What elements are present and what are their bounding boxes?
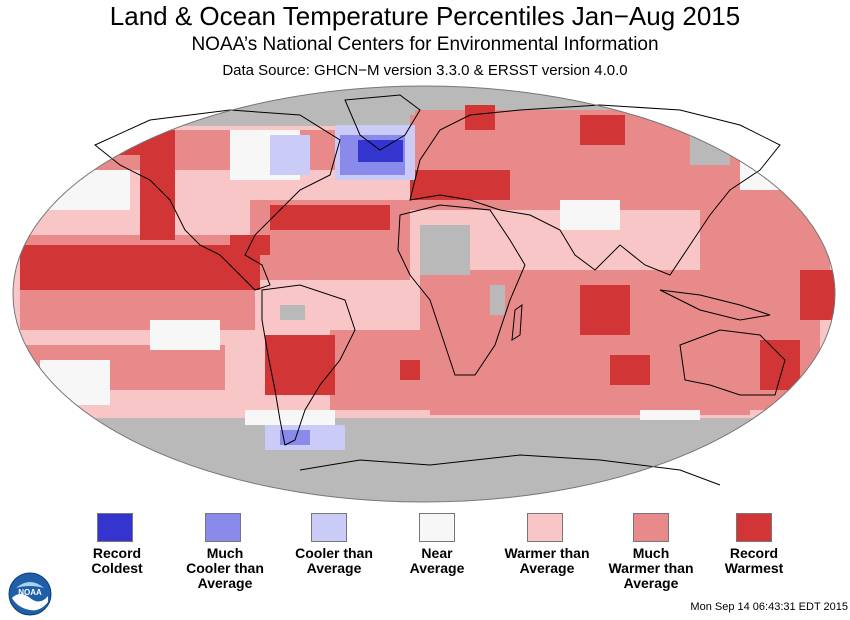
percentile-grid [13,86,835,502]
record-gulf-stream [270,205,390,230]
record-east-indian [760,340,800,390]
record-west-coast-na [140,130,175,240]
missing-greenland [355,90,415,115]
legend-label-much-warmer: Much Warmer than Average [608,545,694,591]
record-south-atlantic [400,360,420,380]
map-title: Land & Ocean Temperature Percentiles Jan… [109,1,741,31]
globe-border [12,85,836,503]
record-south-america [265,335,335,395]
coastlines [94,94,786,486]
legend-label-near: Near Average [409,545,465,576]
record-barents [465,105,495,130]
data-source: Data Source: GHCN−M version 3.3.0 & ERSS… [222,62,628,79]
missing-siberia-ice [690,130,730,165]
south-america-outline [261,284,356,446]
record-west-pacific-warm [800,270,835,320]
timestamp: Mon Sep 14 06:43:31 EDT 2015 [690,601,848,613]
legend-swatch-near [419,513,455,542]
record-mediterranean [410,170,510,200]
near-southern [245,410,335,425]
australia-outline [679,329,786,396]
cooler-canada [270,135,310,175]
eurasia-outline [409,104,781,276]
near-central-pacific [150,320,220,350]
legend-swatch-record-warmest [736,513,772,542]
band-southern-ocean [430,395,750,415]
indonesia-outline [659,289,771,321]
record-arctic-siberia [580,115,625,145]
much-cooler-south [280,430,310,445]
legend-swatch-much-warmer [633,513,669,542]
record-indian [580,285,630,335]
record-south-indian [610,355,650,385]
greenland-outline [344,94,421,151]
legend-swatch-record-coldest [97,513,133,542]
band-north-pacific [20,130,380,170]
missing-amazon [280,305,305,320]
legend-swatch-cooler [311,513,347,542]
near-asia [560,200,620,230]
map-subtitle: NOAA’s National Centers for Environmenta… [191,34,659,55]
legend-label-record-warmest: Record Warmest [724,545,784,576]
antarctica-outline [299,454,721,486]
africa-outline [397,204,526,376]
madagascar-outline [511,303,523,341]
legend-swatch-much-cooler [205,513,241,542]
near-south-pacific [40,360,110,405]
record-north-pacific [80,125,140,155]
world-map [12,85,836,503]
legend-label-warmer: Warmer than Average [504,545,590,576]
legend-swatch-warmer [527,513,563,542]
missing-central-africa [420,225,470,275]
north-america-outline [94,109,341,291]
near-antarctic-sea [640,410,700,420]
legend-label-cooler: Cooler than Average [295,545,373,576]
record-east-pacific [20,245,260,290]
record-cold-atlantic [358,140,403,162]
missing-east-africa [490,285,505,315]
legend-label-much-cooler: Much Cooler than Average [186,545,264,591]
legend-label-record-coldest: Record Coldest [91,545,143,576]
antarctic-missing [13,418,835,502]
noaa-logo: NOAA [8,572,52,616]
noaa-logo-text: NOAA [18,588,42,597]
legend: Record Coldest Much Cooler than Average Coo… [0,510,850,600]
